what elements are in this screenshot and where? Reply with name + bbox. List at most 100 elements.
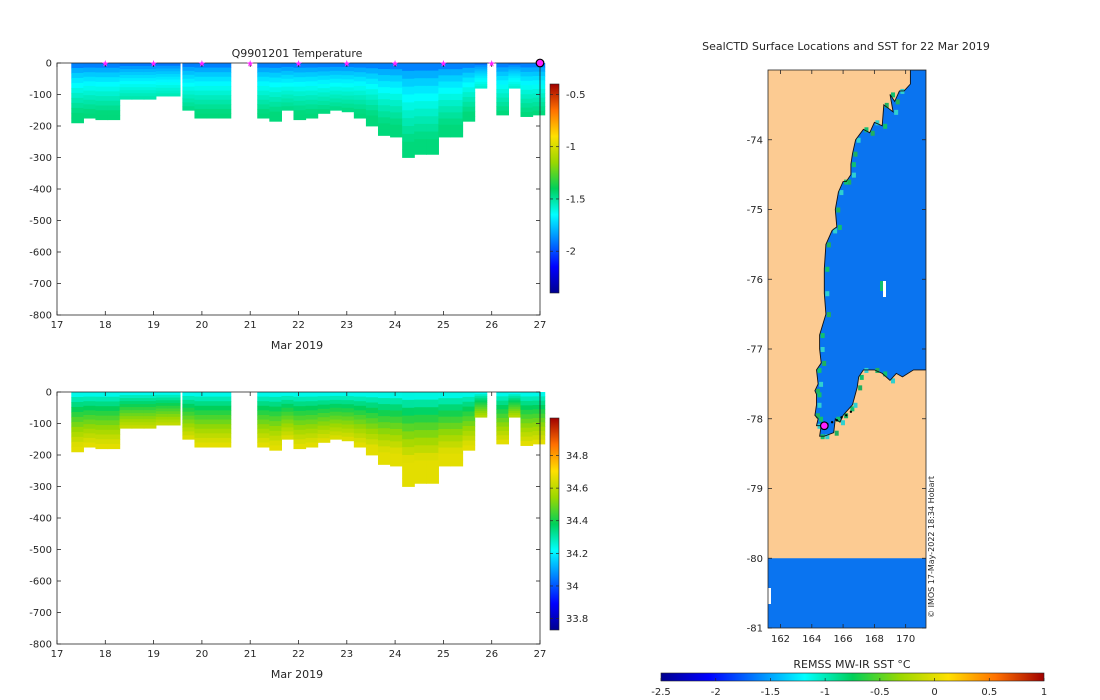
profile-cell xyxy=(365,94,379,101)
profile-cell xyxy=(462,421,476,427)
profile-cell xyxy=(377,117,391,124)
profile-cell xyxy=(390,441,403,448)
profile-column xyxy=(450,63,464,138)
profile-cell xyxy=(317,396,331,401)
profile-cell xyxy=(353,428,367,434)
profile-cell xyxy=(119,69,133,73)
profile-cell xyxy=(305,401,319,407)
profile-column xyxy=(206,63,220,119)
profile-cell xyxy=(155,394,169,398)
profile-cell xyxy=(520,63,534,68)
profile-cell xyxy=(402,126,415,135)
sst-edge-cell xyxy=(825,266,830,272)
sst-edge-cell xyxy=(820,347,825,352)
profile-cell xyxy=(317,79,331,85)
profile-cell xyxy=(402,102,415,111)
sst-edge-cell xyxy=(891,378,896,384)
profile-cell xyxy=(305,81,319,87)
profile-cell xyxy=(269,92,282,98)
lat-tick-label: -77 xyxy=(747,345,763,356)
profile-cell xyxy=(269,101,282,108)
profile-cell xyxy=(317,63,331,68)
profile-cell xyxy=(269,406,282,412)
profile-cell xyxy=(257,90,270,96)
profile-cell xyxy=(402,149,415,158)
profile-column xyxy=(462,392,476,451)
profile-cell xyxy=(402,478,415,487)
profile-column xyxy=(119,392,133,429)
profile-cell xyxy=(377,440,391,447)
profile-cell xyxy=(71,82,84,89)
profile-cell xyxy=(426,407,439,416)
profile-column xyxy=(269,392,282,451)
profile-cell xyxy=(218,67,232,73)
profile-column xyxy=(218,392,232,448)
profile-cell xyxy=(107,420,121,426)
profile-cell xyxy=(462,430,476,437)
profile-cell xyxy=(143,78,157,82)
profile-cell xyxy=(341,63,355,68)
profile-cell xyxy=(293,100,307,106)
profile-cell xyxy=(341,400,355,405)
profile-cell xyxy=(520,396,534,402)
profile-cell xyxy=(194,99,208,105)
profile-cell xyxy=(131,72,145,76)
profile-cell xyxy=(206,437,220,443)
sst-edge-cell xyxy=(820,434,825,440)
profile-cell xyxy=(95,410,109,417)
profile-cell xyxy=(305,433,319,439)
profile-cell xyxy=(83,424,97,430)
profile-cell xyxy=(206,405,220,411)
profile-column xyxy=(317,63,331,114)
profile-column xyxy=(218,63,232,119)
profile-cell xyxy=(390,416,403,424)
profile-cell xyxy=(520,441,534,446)
profile-cell xyxy=(426,430,439,439)
profile-cell xyxy=(462,67,476,74)
profile-cell xyxy=(317,88,331,93)
profile-cell xyxy=(71,416,84,423)
sst-colorbar-label: REMSS MW-IR SST °C xyxy=(793,658,911,671)
profile-cell xyxy=(341,91,355,96)
profile-cell xyxy=(71,87,84,94)
surface-marker: ★ xyxy=(198,60,206,70)
profile-cell xyxy=(95,72,109,78)
profile-cell xyxy=(508,84,522,87)
profile-cell xyxy=(532,110,546,116)
profile-cell xyxy=(426,139,439,148)
profile-cell xyxy=(293,86,307,92)
profile-cell xyxy=(167,76,181,80)
profile-cell xyxy=(206,95,220,101)
profile-cell xyxy=(474,404,488,408)
profile-cell xyxy=(131,422,145,426)
profile-cell xyxy=(365,99,379,106)
profile-cell xyxy=(365,407,379,414)
profile-cell xyxy=(496,71,510,77)
profile-cell xyxy=(281,395,295,401)
profile-cell xyxy=(119,404,133,408)
map-lon-ticks: 162 164 166 168 170 xyxy=(771,70,915,645)
profile-cell xyxy=(119,416,133,420)
profile-cell xyxy=(532,80,546,86)
profile-cell xyxy=(474,65,488,68)
profile-cell xyxy=(143,72,157,76)
profile-cell xyxy=(390,447,403,455)
profile-cell xyxy=(155,400,169,404)
profile-cell xyxy=(257,67,270,73)
profile-cell xyxy=(520,103,534,109)
profile-cell xyxy=(281,106,295,111)
profile-column xyxy=(167,392,181,426)
profile-cell xyxy=(257,424,270,430)
profile-cell xyxy=(305,428,319,434)
profile-cell xyxy=(450,404,464,411)
profile-cell xyxy=(119,419,133,423)
sst-colorbar-tick-label: -2 xyxy=(711,687,721,698)
profile-cell xyxy=(143,81,157,85)
x-tick-label: 19 xyxy=(147,320,160,331)
profile-cell xyxy=(532,101,546,107)
sst-edge-cell xyxy=(833,228,838,234)
y-tick-label: -600 xyxy=(29,248,52,259)
profile-cell xyxy=(474,81,488,85)
profile-cell xyxy=(182,423,196,428)
profile-cell xyxy=(95,429,109,435)
